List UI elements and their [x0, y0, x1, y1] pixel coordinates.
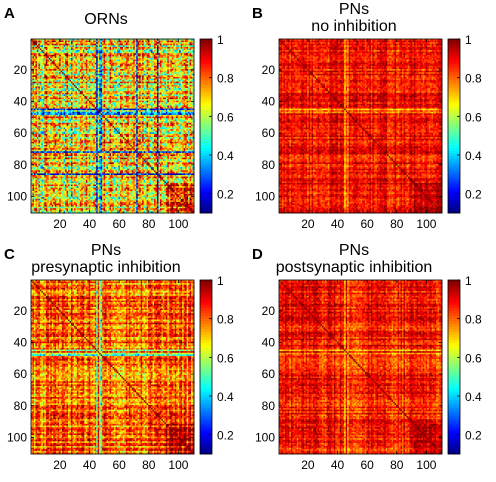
panel-letter: A — [4, 5, 15, 22]
panel-title-line-1: ORNs — [84, 11, 128, 28]
